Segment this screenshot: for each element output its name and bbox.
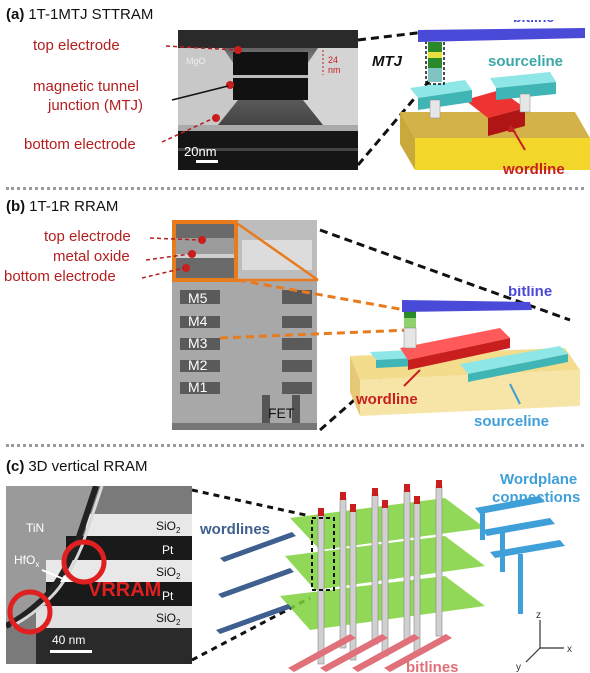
bitline-b [402, 300, 532, 312]
label-wordline-b: wordline [355, 391, 418, 408]
panel-b-title: (b) 1T-1R RRAM [6, 198, 118, 215]
vrram-circle-2 [7, 589, 53, 635]
panel-c-letter: (c) [6, 458, 25, 475]
panel-c-schematic: Wordplane connections wordlines bitlines… [200, 471, 580, 673]
label-sio2-2: SiO2 [156, 565, 181, 581]
label-sourceline-b: sourceline [474, 413, 549, 430]
label-vrram: VRRAM [88, 579, 161, 601]
label-top-electrode-a: top electrode [33, 37, 120, 54]
label-top-electrode-b: top electrode [44, 228, 131, 245]
panel-c-title: (c) 3D vertical RRAM [6, 458, 148, 475]
label-m1: M1 [188, 379, 208, 395]
panel-a-title-text: 1T-1MTJ STTRAM [28, 6, 154, 23]
dim-value: 24 [328, 55, 338, 65]
label-wordline-a: wordline [502, 161, 565, 178]
axis-x: x [567, 644, 572, 655]
scale-bar-label-c: 40 nm [52, 633, 85, 647]
label-m5: M5 [188, 290, 208, 306]
label-pt-2: Pt [162, 589, 174, 603]
axis-y: y [516, 662, 521, 673]
panel-b-title-text: 1T-1R RRAM [29, 198, 119, 215]
label-bitlines: bitlines [406, 659, 459, 673]
mgo-label: MgO [186, 56, 206, 66]
scale-bar-label-a: 20nm [184, 144, 217, 159]
label-m2: M2 [188, 357, 208, 373]
panel-a: (a) 1T-1MTJ STTRAM MgO 24 nm 20nm [0, 0, 590, 188]
axis-triad: z x y [516, 610, 572, 673]
panel-c-micrograph: TiN HfOx VRRAM SiO2 Pt SiO2 Pt SiO2 40 n… [6, 486, 192, 664]
panel-a-title: (a) 1T-1MTJ STTRAM [6, 6, 153, 23]
label-fet: FET [268, 405, 295, 421]
label-tin: TiN [26, 521, 44, 535]
vrram-circle-1 [61, 539, 107, 585]
panel-a-schematic: bitline MTJ sourceline wordline [372, 20, 590, 178]
panel-c: (c) 3D vertical RRAM TiN HfOx VRRAM SiO2 … [0, 448, 590, 673]
label-bottom-electrode-a: bottom electrode [24, 136, 136, 153]
label-bitline-b: bitline [508, 286, 552, 300]
label-sourceline-a: sourceline [488, 53, 563, 70]
marker-metal-oxide [188, 250, 196, 258]
axis-z: z [536, 610, 541, 621]
label-metal-oxide: metal oxide [53, 248, 130, 265]
label-mtj-schematic: MTJ [372, 53, 403, 70]
marker-bottom-electrode-a [212, 114, 220, 122]
label-sio2-3: SiO2 [156, 611, 181, 627]
dim-unit: nm [328, 65, 341, 75]
panel-a-micrograph: MgO 24 nm 20nm [178, 30, 358, 170]
scale-bar-c [50, 650, 92, 653]
marker-mtj [226, 81, 234, 89]
label-m3: M3 [188, 335, 208, 351]
label-pt-1: Pt [162, 543, 174, 557]
marker-bottom-electrode-b [182, 264, 190, 272]
scale-bar-a [196, 160, 218, 163]
bitline-a [418, 28, 585, 42]
label-mtj-line2: junction (MTJ) [48, 97, 144, 114]
label-bitline-a: bitline [513, 20, 554, 25]
label-wordplane-2: connections [492, 489, 580, 506]
panel-b-letter: (b) [6, 198, 26, 215]
label-hfox: HfOx [14, 553, 39, 569]
marker-top-electrode-b [198, 236, 206, 244]
panel-b-schematic: bitline wordline sourceline [350, 286, 580, 430]
panel-b: (b) 1T-1R RRAM M5 M4 M3 M2 M1 FET [0, 190, 590, 440]
label-mtj-line1: magnetic tunnel [33, 78, 139, 95]
label-wordlines: wordlines [200, 521, 270, 538]
label-bottom-electrode-b: bottom electrode [4, 268, 116, 285]
panel-c-title-text: 3D vertical RRAM [28, 458, 148, 475]
divider-bc [6, 444, 584, 447]
label-wordplane-1: Wordplane [500, 471, 577, 488]
label-sio2-1: SiO2 [156, 519, 181, 535]
zoom-box-c [311, 517, 335, 591]
marker-top-electrode-a [234, 46, 242, 54]
divider-ab [6, 187, 584, 190]
panel-b-micrograph: M5 M4 M3 M2 M1 FET [172, 220, 317, 430]
panel-a-letter: (a) [6, 6, 25, 23]
label-m4: M4 [188, 313, 208, 329]
